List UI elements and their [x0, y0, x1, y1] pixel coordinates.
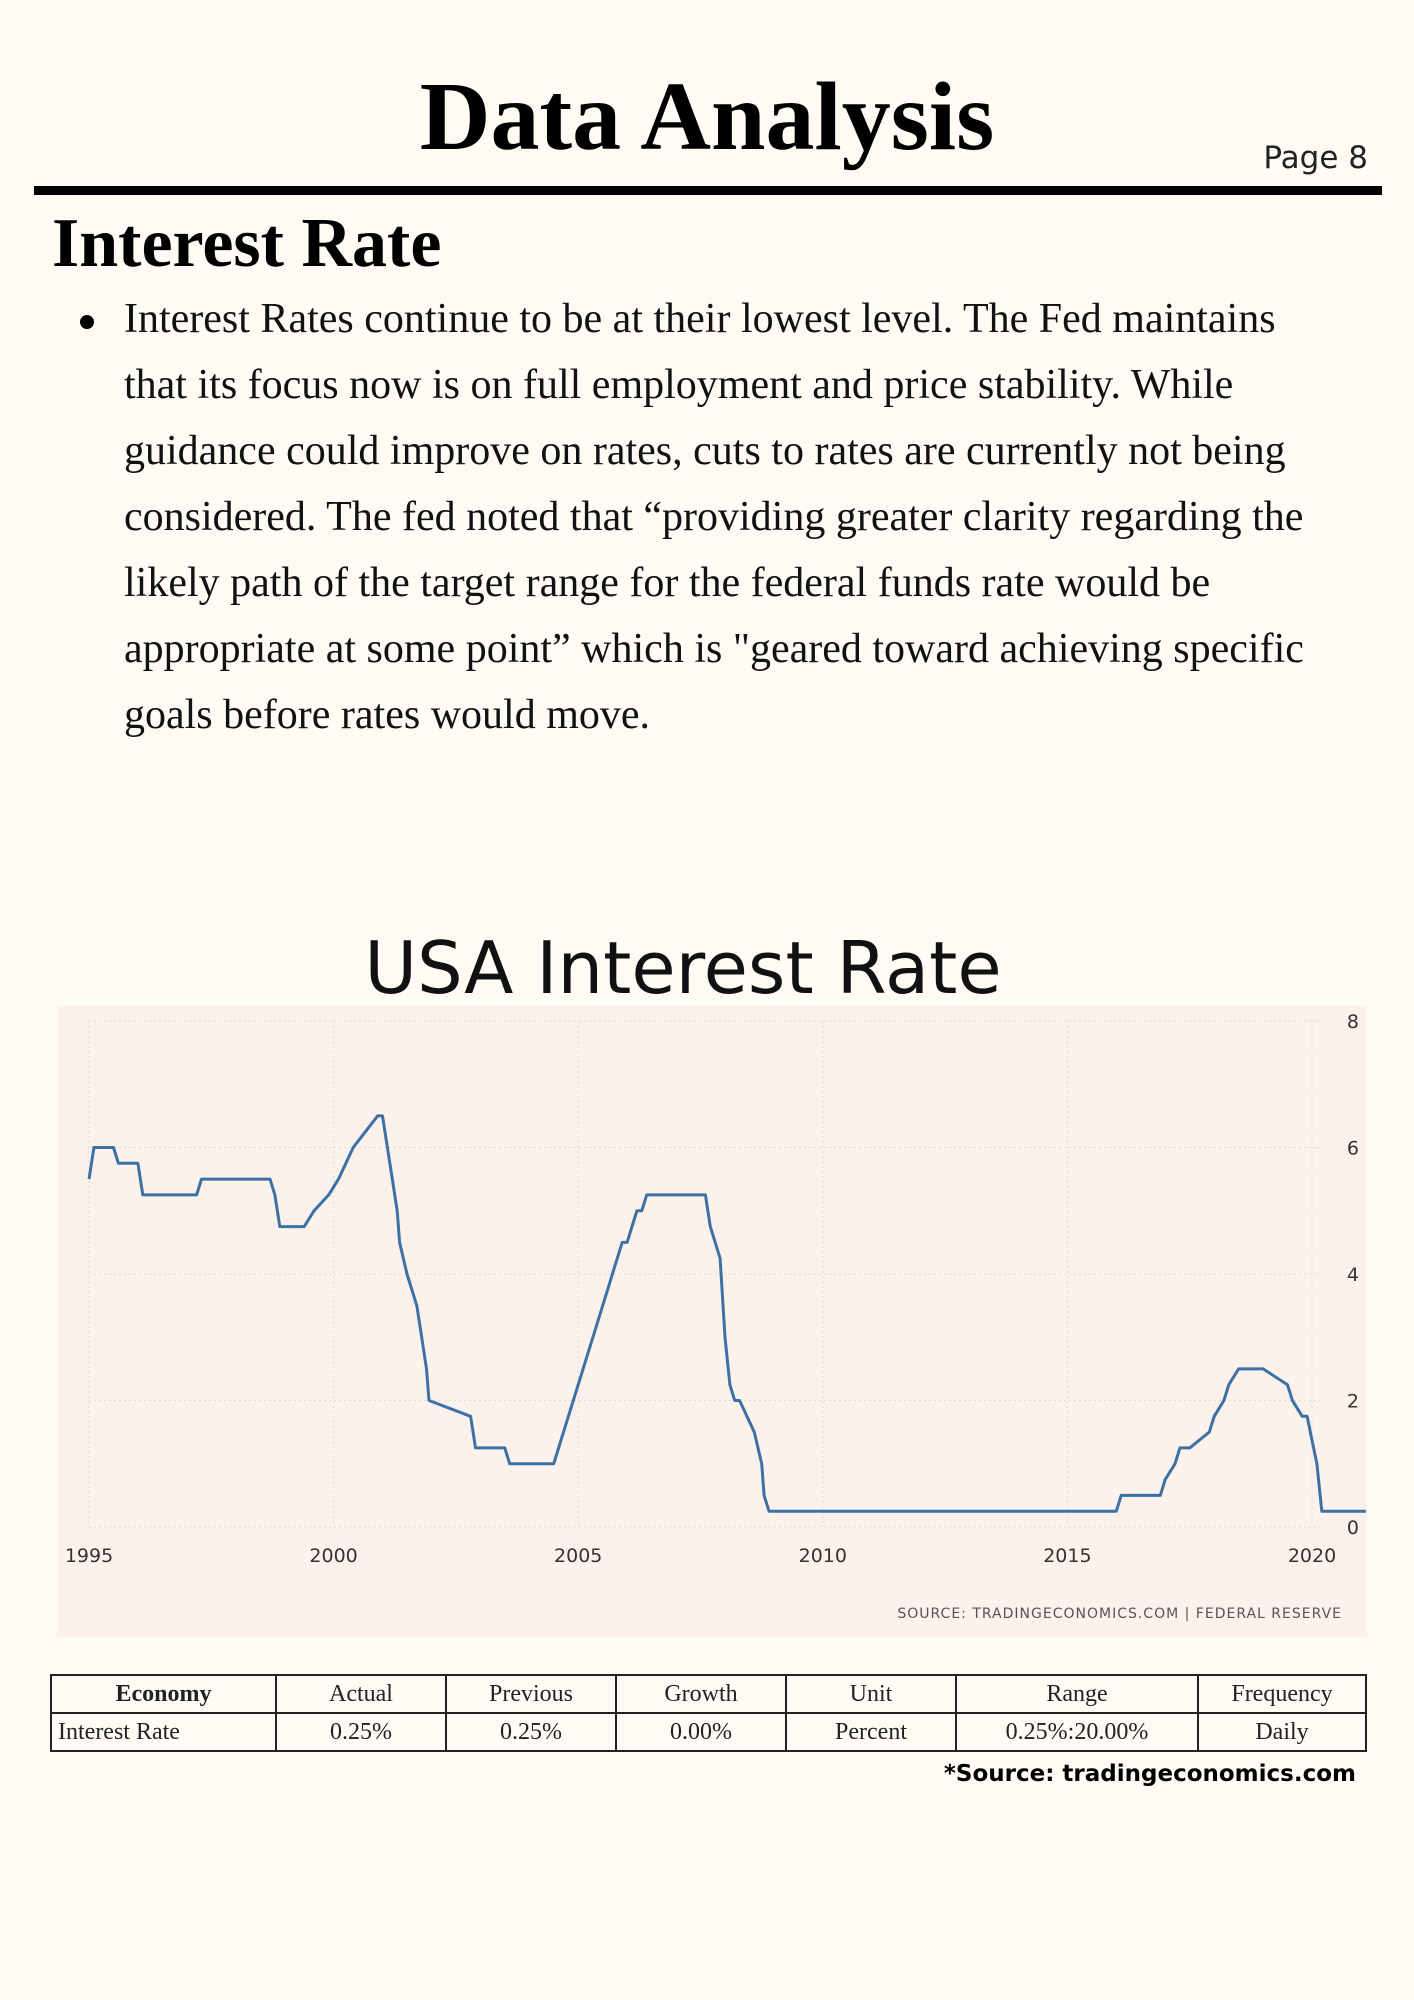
table-cell: 0.25%:20.00%: [955, 1712, 1199, 1752]
page-number: Page 8: [1263, 140, 1368, 176]
table-cell: Percent: [785, 1712, 957, 1752]
column-header: Economy: [50, 1674, 277, 1714]
bullet-list: Interest Rates continue to be at their l…: [78, 286, 1328, 748]
x-tick-label: 2020: [1288, 1545, 1336, 1567]
chart-grid: [88, 1020, 1322, 1528]
column-header: Previous: [445, 1674, 617, 1714]
header-divider: [34, 186, 1382, 195]
bullet-text: Interest Rates continue to be at their l…: [124, 296, 1304, 738]
x-tick-label: 2000: [309, 1545, 357, 1567]
table-cell: Interest Rate: [50, 1712, 277, 1752]
y-tick-label: 2: [1347, 1391, 1359, 1413]
chart-title: USA Interest Rate: [364, 926, 1002, 1010]
x-axis-ticks: 1995 2000 2005 2010 2015 2020: [65, 1545, 1336, 1567]
chart-canvas: 1995 2000 2005 2010 2015 2020 0 2 4 6 8 SOURCE: T…: [65, 1011, 1366, 1622]
table-cell: 0.25%: [275, 1712, 447, 1752]
x-tick-label: 2010: [799, 1545, 847, 1567]
x-tick-label: 2005: [554, 1545, 602, 1567]
column-header: Growth: [615, 1674, 787, 1714]
table-row: Interest Rate 0.25% 0.25% 0.00% Percent …: [50, 1712, 1367, 1752]
interest-rate-chart: 1995 2000 2005 2010 2015 2020 0 2 4 6 8 SOURCE: T…: [57, 1005, 1367, 1637]
stats-table: Economy Actual Previous Growth Unit Rang…: [50, 1674, 1367, 1752]
y-tick-label: 6: [1347, 1138, 1359, 1160]
bullet-dot-icon: [80, 315, 94, 329]
table-cell: Daily: [1197, 1712, 1367, 1752]
column-header: Actual: [275, 1674, 447, 1714]
series-points: [89, 1116, 1366, 1512]
table-cell: 0.25%: [445, 1712, 617, 1752]
page-title: Data Analysis: [419, 63, 995, 171]
y-tick-label: 8: [1347, 1011, 1359, 1033]
x-tick-label: 2015: [1043, 1545, 1091, 1567]
table-cell: 0.00%: [615, 1712, 787, 1752]
bullet-item: Interest Rates continue to be at their l…: [78, 286, 1328, 748]
y-axis-ticks: 0 2 4 6 8: [1347, 1011, 1359, 1539]
column-header: Range: [955, 1674, 1199, 1714]
source-footnote: *Source: tradingeconomics.com: [943, 1761, 1356, 1787]
x-tick-label: 1995: [65, 1545, 113, 1567]
chart-source-note: SOURCE: TRADINGECONOMICS.COM | FEDERAL R…: [897, 1606, 1342, 1622]
series-line-interest-rate: [87, 1114, 1366, 1513]
table-header-row: Economy Actual Previous Growth Unit Rang…: [50, 1674, 1367, 1714]
column-header: Unit: [785, 1674, 957, 1714]
section-title: Interest Rate: [52, 205, 442, 282]
y-tick-label: 4: [1347, 1264, 1359, 1286]
y-tick-label: 0: [1347, 1517, 1359, 1539]
column-header: Frequency: [1197, 1674, 1367, 1714]
